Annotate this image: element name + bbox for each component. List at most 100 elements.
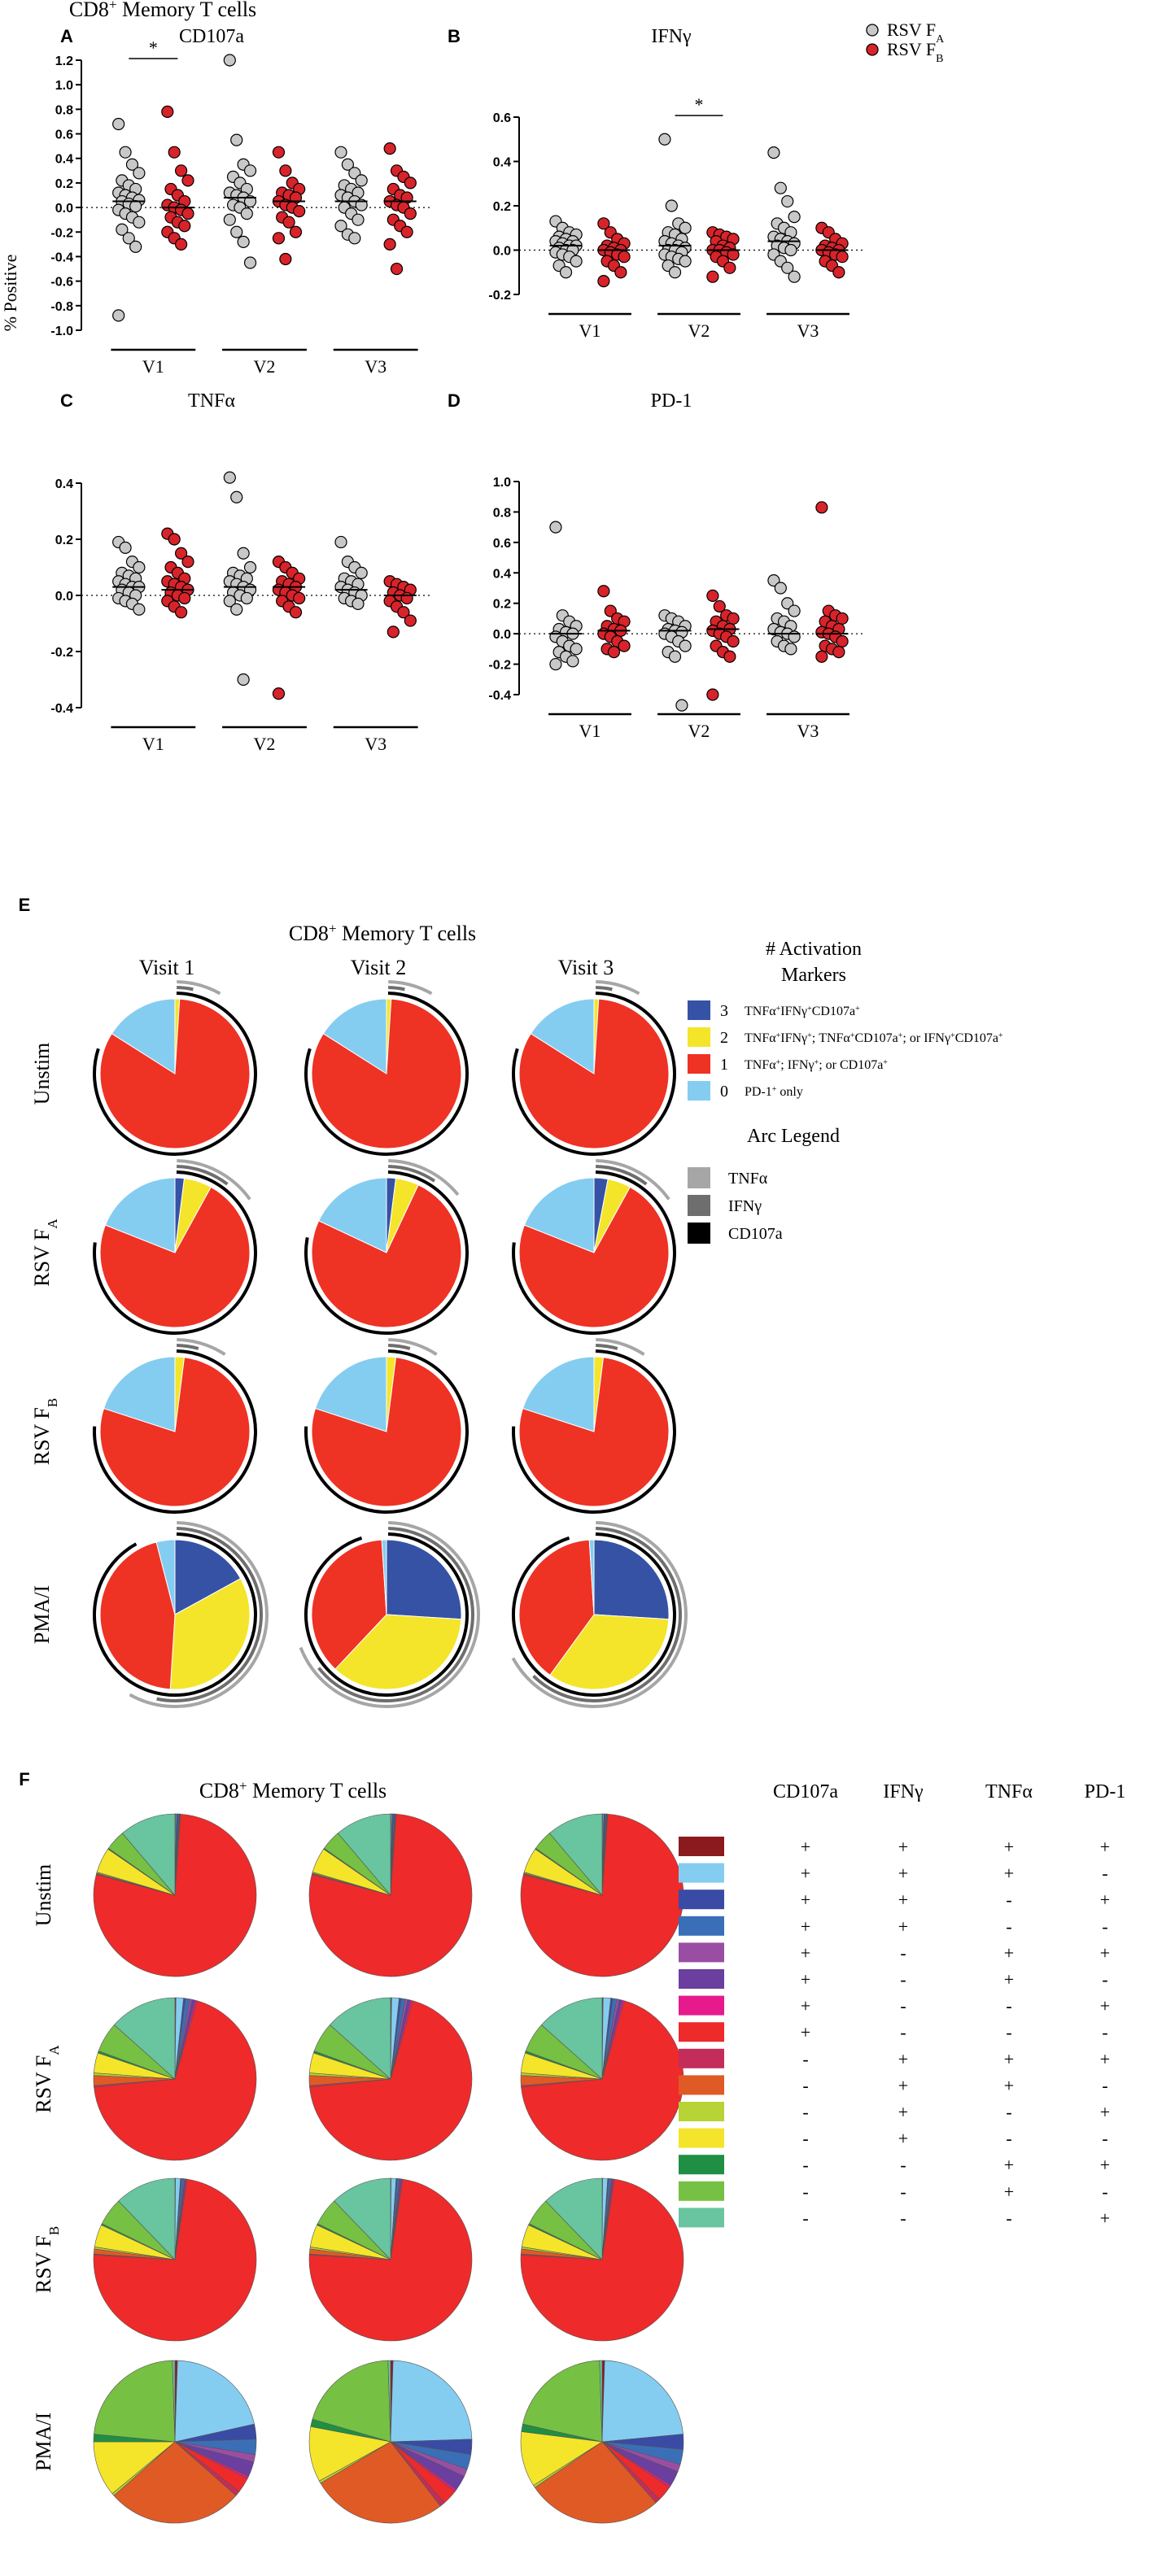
y-tick-label: -1.0 — [50, 325, 73, 338]
pie-slice-0 — [523, 1177, 595, 1253]
combination-sign: - — [1102, 2182, 1107, 2202]
pie-column-label: Visit 3 — [558, 956, 614, 979]
pie-slice-2 — [549, 1614, 670, 1690]
pie-slice-combination — [534, 2441, 657, 2524]
data-point — [832, 266, 845, 279]
data-point — [178, 591, 191, 605]
scatter-panel-b: B IFNγ 0.6 0.4 0.2 0.0 -0.2 V1 V2 V3 * — [448, 26, 863, 341]
pie-row-label: Unstim — [30, 1043, 54, 1105]
pie-slice-0 — [588, 1539, 595, 1615]
arc-ifng — [388, 1165, 436, 1183]
pie-slice-combination — [548, 1813, 603, 1896]
combination-sign: - — [900, 2208, 906, 2228]
pie-slice-0 — [104, 1177, 176, 1253]
data-point — [279, 164, 292, 177]
legend-marker-fb — [866, 43, 879, 56]
pie-slice-combination — [118, 2177, 176, 2260]
data-point — [279, 252, 292, 266]
combination-sign: - — [900, 2022, 906, 2042]
pie-slice-combination — [390, 2360, 473, 2443]
data-point — [618, 251, 631, 264]
panel-letter: B — [448, 26, 461, 46]
data-point — [400, 225, 413, 238]
activation-legend-title: # Activation — [766, 939, 862, 960]
data-point — [767, 146, 780, 159]
pie-panel-e: E CD8+ Memory T cells Visit 1 Visit 2 Visit … — [19, 895, 1003, 1708]
pie-slice-combination — [545, 2177, 603, 2260]
arc-ifng — [596, 1344, 618, 1350]
arc-cd107a — [304, 1170, 469, 1335]
combination-sign: + — [1100, 1890, 1110, 1910]
data-point — [289, 606, 303, 619]
activation-legend-swatch — [688, 1027, 710, 1047]
y-tick-label: 0.2 — [493, 598, 511, 612]
combination-sign: - — [1102, 2129, 1107, 2149]
arc-cd107a — [93, 992, 257, 1156]
arc-legend-title: Arc Legend — [747, 1126, 840, 1147]
combination-sign: - — [1006, 2208, 1011, 2228]
combination-swatch — [679, 2102, 724, 2121]
pie-slice-combination — [113, 1997, 176, 2080]
combination-swatch — [679, 2181, 724, 2201]
pie-slice-0 — [111, 998, 176, 1074]
data-point — [293, 205, 306, 218]
combination-sign: + — [1100, 1837, 1110, 1857]
pie-slice-0 — [155, 1539, 176, 1615]
combination-sign: + — [1004, 2155, 1014, 2175]
data-point — [781, 261, 794, 274]
data-point — [237, 673, 250, 686]
activation-legend-swatch — [688, 1054, 710, 1074]
arc-ifng — [596, 986, 613, 992]
combination-sign: - — [802, 2155, 808, 2175]
y-tick-label: 0.2 — [55, 534, 73, 547]
data-point — [112, 309, 125, 322]
data-point — [181, 555, 194, 569]
data-point — [240, 591, 253, 605]
data-point — [293, 591, 306, 605]
figure-title: CD8+ Memory T cells — [69, 0, 256, 21]
pie-slice-combination — [329, 1997, 391, 2080]
data-point — [175, 238, 188, 251]
data-point — [355, 566, 368, 580]
combination-sign: - — [802, 2049, 808, 2069]
combination-sign: - — [1102, 1863, 1107, 1884]
pie-slice-combination — [521, 2000, 684, 2161]
arc-legend-swatch — [688, 1167, 710, 1188]
y-tick-label: 0.8 — [493, 506, 511, 520]
combination-sign: - — [802, 2075, 808, 2095]
data-point — [815, 501, 828, 514]
data-point — [352, 213, 365, 226]
pie-slice-1 — [518, 1539, 595, 1676]
combination-sign: + — [898, 1837, 908, 1857]
y-tick-label: -0.2 — [50, 226, 73, 240]
data-point — [706, 270, 719, 283]
data-point — [570, 255, 583, 268]
data-point — [665, 199, 678, 212]
combination-sign: + — [801, 1890, 810, 1910]
arc-tnfa — [596, 1338, 645, 1356]
data-point — [352, 597, 365, 610]
arc-cd107a — [304, 1349, 469, 1514]
arc-cd107a — [304, 992, 469, 1156]
data-point — [230, 603, 243, 616]
data-point — [175, 606, 188, 619]
combination-sign: - — [1006, 2022, 1011, 2042]
y-tick-label: 1.0 — [55, 79, 73, 93]
marker-column-header: CD107a — [773, 1781, 838, 1802]
combination-sign: + — [1004, 1969, 1014, 1990]
combination-sign: - — [802, 2102, 808, 2122]
combination-swatch — [679, 1916, 724, 1936]
pie-slice-combination — [94, 2000, 257, 2161]
combination-sign: - — [1006, 1916, 1011, 1937]
data-point — [675, 699, 688, 712]
arc-tnfa — [299, 1521, 480, 1708]
combination-sign: - — [802, 2208, 808, 2228]
arc-tnfa — [596, 1159, 670, 1201]
scatter-panel-d: D PD-1 1.0 0.8 0.6 0.4 0.2 0.0 -0.2 -0.4 V1 V2 V3 — [448, 390, 863, 741]
combination-sign: + — [1004, 1837, 1014, 1857]
arc-legend-label: TNFα — [728, 1170, 768, 1188]
y-tick-label: -0.6 — [50, 276, 73, 290]
data-point — [230, 133, 243, 146]
activation-legend-label: TNFα+IFNγ+; TNFα+CD107a+; or IFNγ+CD107a… — [745, 1031, 1003, 1046]
pie-slice-1 — [99, 1541, 176, 1690]
